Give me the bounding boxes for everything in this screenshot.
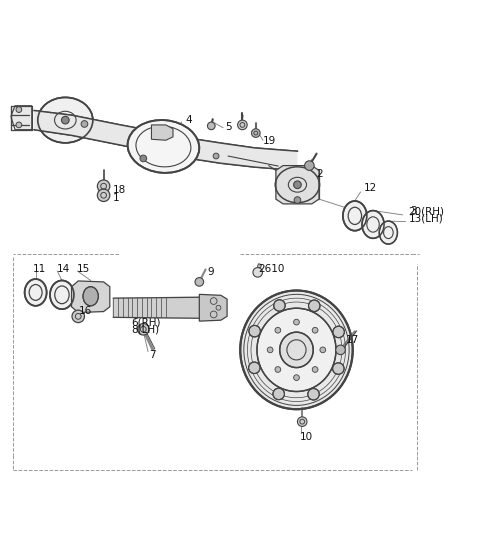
Circle shape [253,267,263,277]
Circle shape [61,117,69,124]
Polygon shape [113,297,204,318]
Text: 7: 7 [149,350,156,360]
Circle shape [309,300,320,311]
Text: 20(RH): 20(RH) [408,206,444,216]
Text: 17: 17 [346,335,360,345]
Circle shape [333,326,344,338]
Ellipse shape [24,279,47,306]
Circle shape [333,363,344,374]
Circle shape [320,347,325,353]
Text: 19: 19 [263,136,276,146]
Text: 10: 10 [300,432,312,442]
Polygon shape [152,125,173,140]
Circle shape [273,388,285,400]
Circle shape [275,328,281,333]
Circle shape [207,122,215,130]
Ellipse shape [83,287,98,306]
Circle shape [298,417,307,426]
Circle shape [249,362,260,374]
Text: 1: 1 [113,193,120,202]
Circle shape [16,122,22,128]
Circle shape [336,345,345,354]
Circle shape [16,107,22,112]
Ellipse shape [50,280,74,309]
Polygon shape [276,165,319,204]
Circle shape [213,153,219,159]
Text: 9: 9 [207,267,214,277]
Polygon shape [34,111,298,170]
Circle shape [97,189,110,201]
Text: 15: 15 [76,264,90,273]
Text: 2610: 2610 [258,264,285,273]
Ellipse shape [280,332,313,367]
Text: 12: 12 [363,183,377,193]
Circle shape [305,161,314,170]
Ellipse shape [362,211,384,238]
Ellipse shape [276,167,320,202]
Circle shape [267,347,273,353]
Ellipse shape [379,221,397,244]
Text: 6(RH): 6(RH) [131,317,160,327]
Circle shape [252,129,260,137]
Polygon shape [258,264,262,267]
Circle shape [312,328,318,333]
Text: 18: 18 [113,185,126,195]
Circle shape [195,278,204,286]
Circle shape [294,319,300,325]
Text: 13(LH): 13(LH) [408,214,443,224]
Circle shape [81,121,88,127]
Circle shape [308,388,319,400]
Circle shape [249,325,260,337]
Text: 3: 3 [410,206,417,216]
Ellipse shape [128,120,199,173]
Polygon shape [11,106,32,130]
Ellipse shape [343,201,367,231]
Circle shape [97,180,110,192]
Circle shape [294,181,301,188]
Polygon shape [72,281,110,313]
Text: 8(LH): 8(LH) [131,325,159,335]
Text: 4: 4 [185,115,192,125]
Ellipse shape [38,97,93,143]
Circle shape [312,367,318,372]
Polygon shape [199,294,227,321]
Text: 14: 14 [57,264,71,273]
Ellipse shape [257,308,336,391]
Circle shape [140,155,147,162]
Circle shape [138,323,149,335]
Circle shape [238,120,247,130]
Text: 5: 5 [226,122,232,132]
Circle shape [294,197,301,204]
Circle shape [72,310,84,323]
Ellipse shape [240,291,353,409]
Text: 2: 2 [317,169,323,179]
Circle shape [294,375,300,381]
Text: 16: 16 [79,306,93,316]
Circle shape [274,300,285,311]
Circle shape [275,367,281,372]
Text: 11: 11 [33,264,47,273]
